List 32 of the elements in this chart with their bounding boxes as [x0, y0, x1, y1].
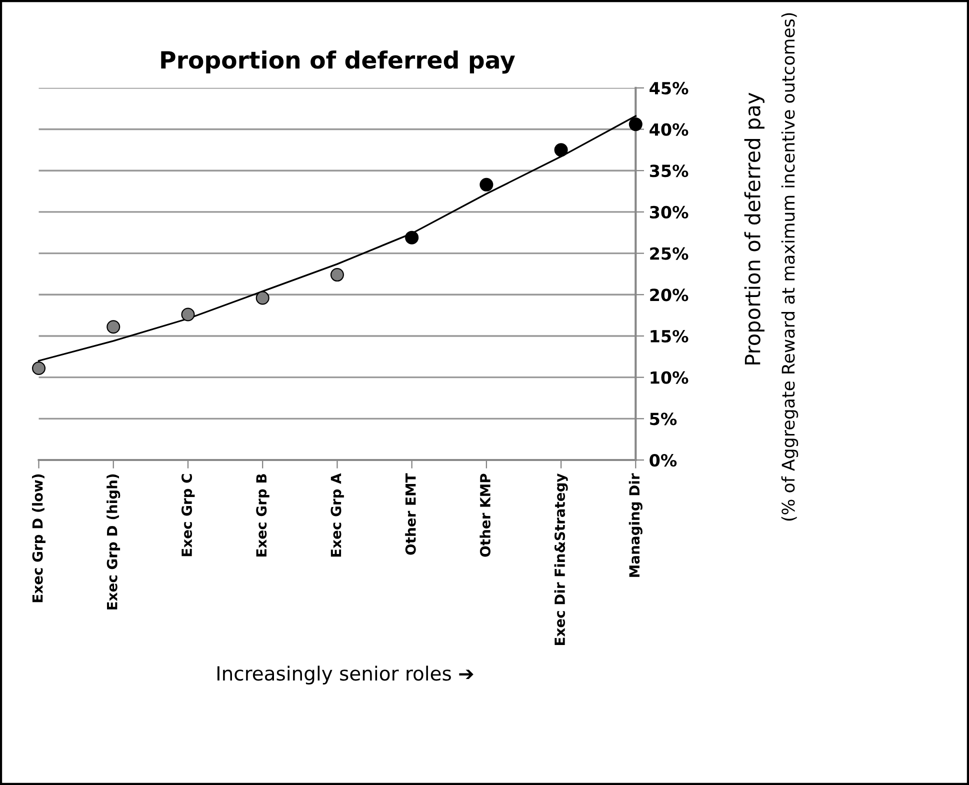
point — [405, 230, 419, 244]
x-axis-title: Increasingly senior roles ➔ — [217, 666, 474, 685]
y-tick-label: 5% — [650, 412, 677, 426]
y-tick-label: 30% — [650, 206, 688, 219]
chart-title: Proportion of deferred pay — [161, 50, 515, 74]
y-tick-label: 35% — [650, 164, 688, 178]
y-tick-label: 0% — [650, 454, 677, 467]
point — [554, 143, 568, 157]
y-tick-label: 45% — [650, 82, 688, 94]
point — [628, 118, 642, 132]
x-tick-label: Exec Dir Fin&Strategy — [554, 473, 568, 646]
y-tick-label: 20% — [650, 288, 688, 302]
x-tick-label: Managing Dir — [628, 473, 642, 577]
y-axis-title: Proportion of deferred pay — [744, 92, 764, 364]
point — [480, 178, 494, 192]
point — [106, 320, 120, 334]
x-tick-label: Exec Grp D (high) — [106, 474, 120, 610]
y-tick-label: 40% — [650, 123, 688, 136]
point — [32, 361, 46, 375]
point — [330, 268, 344, 282]
x-tick-label: Exec Grp D (low) — [32, 474, 46, 602]
y-tick-label: 10% — [650, 371, 688, 384]
y-tick-label: 15% — [650, 330, 688, 343]
point — [181, 308, 195, 322]
x-tick-label: Exec Grp B — [256, 474, 270, 556]
text: (% of Aggregate Reward at maximum incentive outcomes) — [781, 13, 798, 521]
y-tick-label: 25% — [650, 247, 688, 260]
x-tick-label: Exec Grp C — [182, 474, 195, 556]
x-tick-label: Other KMP — [480, 474, 490, 557]
point — [256, 291, 270, 305]
x-tick-label: Exec Grp A — [330, 473, 344, 557]
x-tick-label: Other EMT — [405, 473, 416, 555]
